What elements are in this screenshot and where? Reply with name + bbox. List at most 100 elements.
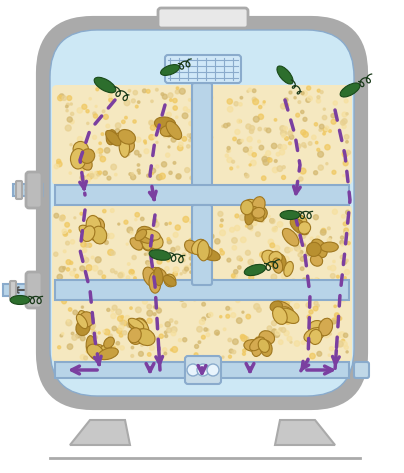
Circle shape [341, 339, 345, 342]
Circle shape [339, 332, 345, 338]
Circle shape [274, 119, 277, 121]
Circle shape [275, 251, 278, 254]
Circle shape [237, 119, 241, 123]
Ellipse shape [72, 154, 85, 167]
Circle shape [156, 294, 159, 297]
Circle shape [268, 239, 274, 245]
Circle shape [300, 256, 305, 261]
Circle shape [58, 96, 63, 101]
Circle shape [250, 228, 253, 231]
Circle shape [271, 321, 277, 326]
Circle shape [329, 333, 331, 335]
Ellipse shape [129, 320, 141, 330]
Circle shape [296, 234, 298, 236]
Circle shape [82, 105, 87, 109]
Circle shape [336, 284, 342, 290]
Circle shape [249, 275, 254, 280]
Circle shape [72, 335, 77, 341]
Circle shape [267, 333, 269, 335]
Circle shape [71, 332, 74, 335]
Circle shape [326, 281, 330, 285]
Circle shape [347, 242, 350, 245]
Circle shape [89, 97, 91, 100]
Circle shape [313, 306, 318, 311]
Circle shape [274, 245, 280, 251]
Circle shape [306, 303, 311, 307]
Circle shape [207, 364, 219, 376]
Circle shape [164, 352, 167, 355]
Circle shape [253, 286, 256, 289]
Circle shape [216, 333, 219, 335]
Circle shape [176, 175, 181, 179]
Circle shape [132, 255, 136, 260]
Circle shape [236, 298, 240, 303]
Circle shape [135, 307, 141, 313]
Polygon shape [275, 420, 335, 445]
Circle shape [176, 288, 179, 291]
Ellipse shape [309, 321, 326, 335]
Ellipse shape [191, 239, 206, 254]
Circle shape [304, 145, 306, 148]
Circle shape [131, 272, 135, 275]
Circle shape [85, 177, 90, 183]
Circle shape [168, 93, 173, 98]
Circle shape [82, 154, 84, 156]
Circle shape [198, 341, 201, 343]
Circle shape [54, 213, 59, 218]
Ellipse shape [245, 207, 255, 225]
Circle shape [346, 220, 349, 223]
Ellipse shape [147, 233, 163, 249]
Circle shape [54, 252, 58, 256]
Circle shape [302, 91, 307, 96]
Circle shape [73, 296, 76, 299]
Circle shape [183, 269, 187, 273]
Circle shape [317, 304, 319, 307]
Ellipse shape [310, 254, 323, 266]
Ellipse shape [137, 227, 156, 243]
Circle shape [321, 244, 326, 249]
Circle shape [347, 232, 350, 235]
Ellipse shape [307, 242, 321, 256]
Circle shape [308, 296, 311, 299]
Circle shape [121, 135, 126, 139]
Circle shape [232, 237, 237, 243]
Circle shape [145, 261, 149, 264]
Circle shape [147, 353, 151, 356]
Circle shape [270, 219, 275, 224]
Circle shape [90, 215, 97, 220]
Circle shape [172, 294, 176, 298]
Circle shape [256, 215, 259, 219]
Circle shape [167, 240, 172, 244]
Circle shape [160, 324, 162, 327]
Circle shape [318, 165, 323, 170]
Circle shape [344, 231, 349, 236]
Circle shape [109, 342, 112, 344]
Circle shape [130, 173, 134, 175]
Circle shape [156, 141, 158, 143]
Circle shape [333, 101, 337, 105]
Circle shape [166, 328, 171, 333]
Circle shape [332, 170, 336, 174]
Circle shape [98, 171, 102, 175]
Circle shape [198, 230, 200, 232]
Circle shape [241, 335, 247, 342]
Circle shape [143, 89, 146, 93]
Circle shape [171, 136, 174, 138]
Circle shape [111, 269, 114, 272]
Circle shape [282, 166, 285, 169]
Circle shape [284, 103, 289, 107]
Circle shape [150, 125, 156, 130]
Circle shape [309, 279, 314, 284]
Circle shape [233, 339, 238, 344]
FancyBboxPatch shape [52, 85, 352, 185]
Circle shape [277, 280, 282, 286]
Circle shape [267, 250, 271, 255]
Ellipse shape [143, 267, 157, 287]
Circle shape [130, 270, 134, 274]
Circle shape [95, 172, 97, 174]
Ellipse shape [78, 311, 89, 326]
Circle shape [100, 157, 105, 162]
Circle shape [68, 230, 71, 233]
Circle shape [281, 281, 285, 286]
Circle shape [288, 131, 292, 135]
